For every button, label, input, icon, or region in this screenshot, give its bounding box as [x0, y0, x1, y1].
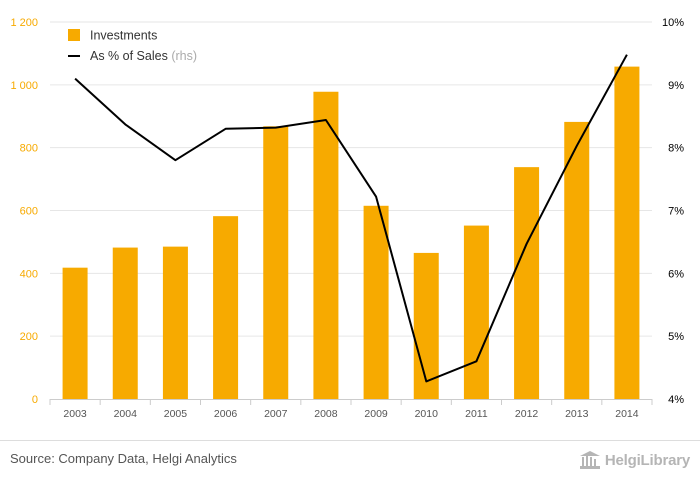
y-left-tick-label: 0 — [32, 394, 38, 406]
y-left-tick-label: 600 — [20, 206, 38, 218]
x-tick-label-2003: 2003 — [63, 408, 87, 420]
y-right-tick-label: 6% — [668, 268, 684, 280]
x-tick-label-2005: 2005 — [164, 408, 188, 420]
y-right-tick-label: 5% — [668, 331, 684, 343]
bar-2014 — [614, 66, 640, 399]
y-left-tick-label: 800 — [20, 143, 38, 155]
bar-2010 — [413, 252, 439, 399]
legend: Investments As % of Sales (rhs) — [68, 29, 197, 63]
y-right-tick-label: 10% — [662, 17, 684, 29]
footer-divider — [0, 440, 700, 441]
gridlines — [50, 21, 652, 337]
bar-2005 — [162, 246, 188, 399]
bar-2011 — [463, 225, 489, 399]
bar-2009 — [363, 205, 389, 399]
bar-2012 — [514, 167, 540, 399]
investments-bars — [62, 66, 640, 400]
brand-name: HelgiLibrary — [604, 451, 690, 469]
brand-logo: HelgiLibrary — [579, 449, 690, 471]
x-tick-label-2006: 2006 — [214, 408, 238, 420]
source-note: Source: Company Data, Helgi Analytics — [10, 451, 237, 466]
x-tick-label-2012: 2012 — [515, 408, 539, 420]
bar-2013 — [564, 121, 590, 399]
sales-share-series-line — [74, 54, 628, 383]
y-left-tick-label: 1 200 — [10, 17, 38, 29]
legend-label-investments: Investments — [90, 29, 157, 43]
x-tick-label-2009: 2009 — [364, 408, 388, 420]
y-left-tick-label: 1 000 — [10, 80, 38, 92]
x-tick-label-2008: 2008 — [314, 408, 338, 420]
x-tick-label-2004: 2004 — [114, 408, 138, 420]
legend-label-sales-share: As % of Sales (rhs) — [90, 49, 197, 63]
y-right-tick-label: 9% — [668, 80, 684, 92]
bar-2004 — [112, 247, 138, 399]
bar-2007 — [263, 126, 289, 399]
bar-2008 — [313, 91, 339, 400]
x-tick-label-2013: 2013 — [565, 408, 589, 420]
x-tick-label-2014: 2014 — [615, 408, 639, 420]
sales-share-line — [74, 54, 628, 383]
y-right-tick-label: 4% — [668, 394, 684, 406]
y-left-tick-label: 400 — [20, 268, 38, 280]
y-left-tick-label: 200 — [20, 331, 38, 343]
bar-2003 — [62, 267, 88, 399]
chart: 2003 2004 2005 2006 2007 2008 2009 2010 2011 2012… — [10, 17, 684, 420]
x-tick-label-2010: 2010 — [415, 408, 439, 420]
footer: Source: Company Data, Helgi Analytics He… — [0, 440, 700, 483]
x-tick-label-2011: 2011 — [465, 408, 488, 420]
y-right-tick-label: 7% — [668, 206, 684, 218]
y-right-tick-label: 8% — [668, 143, 684, 155]
bar-2006 — [213, 216, 239, 399]
x-tick-label-2007: 2007 — [264, 408, 288, 420]
legend-swatch-investments — [68, 29, 80, 41]
axes: 2003 2004 2005 2006 2007 2008 2009 2010 2011 2012… — [10, 17, 684, 420]
library-building-icon — [579, 451, 600, 469]
